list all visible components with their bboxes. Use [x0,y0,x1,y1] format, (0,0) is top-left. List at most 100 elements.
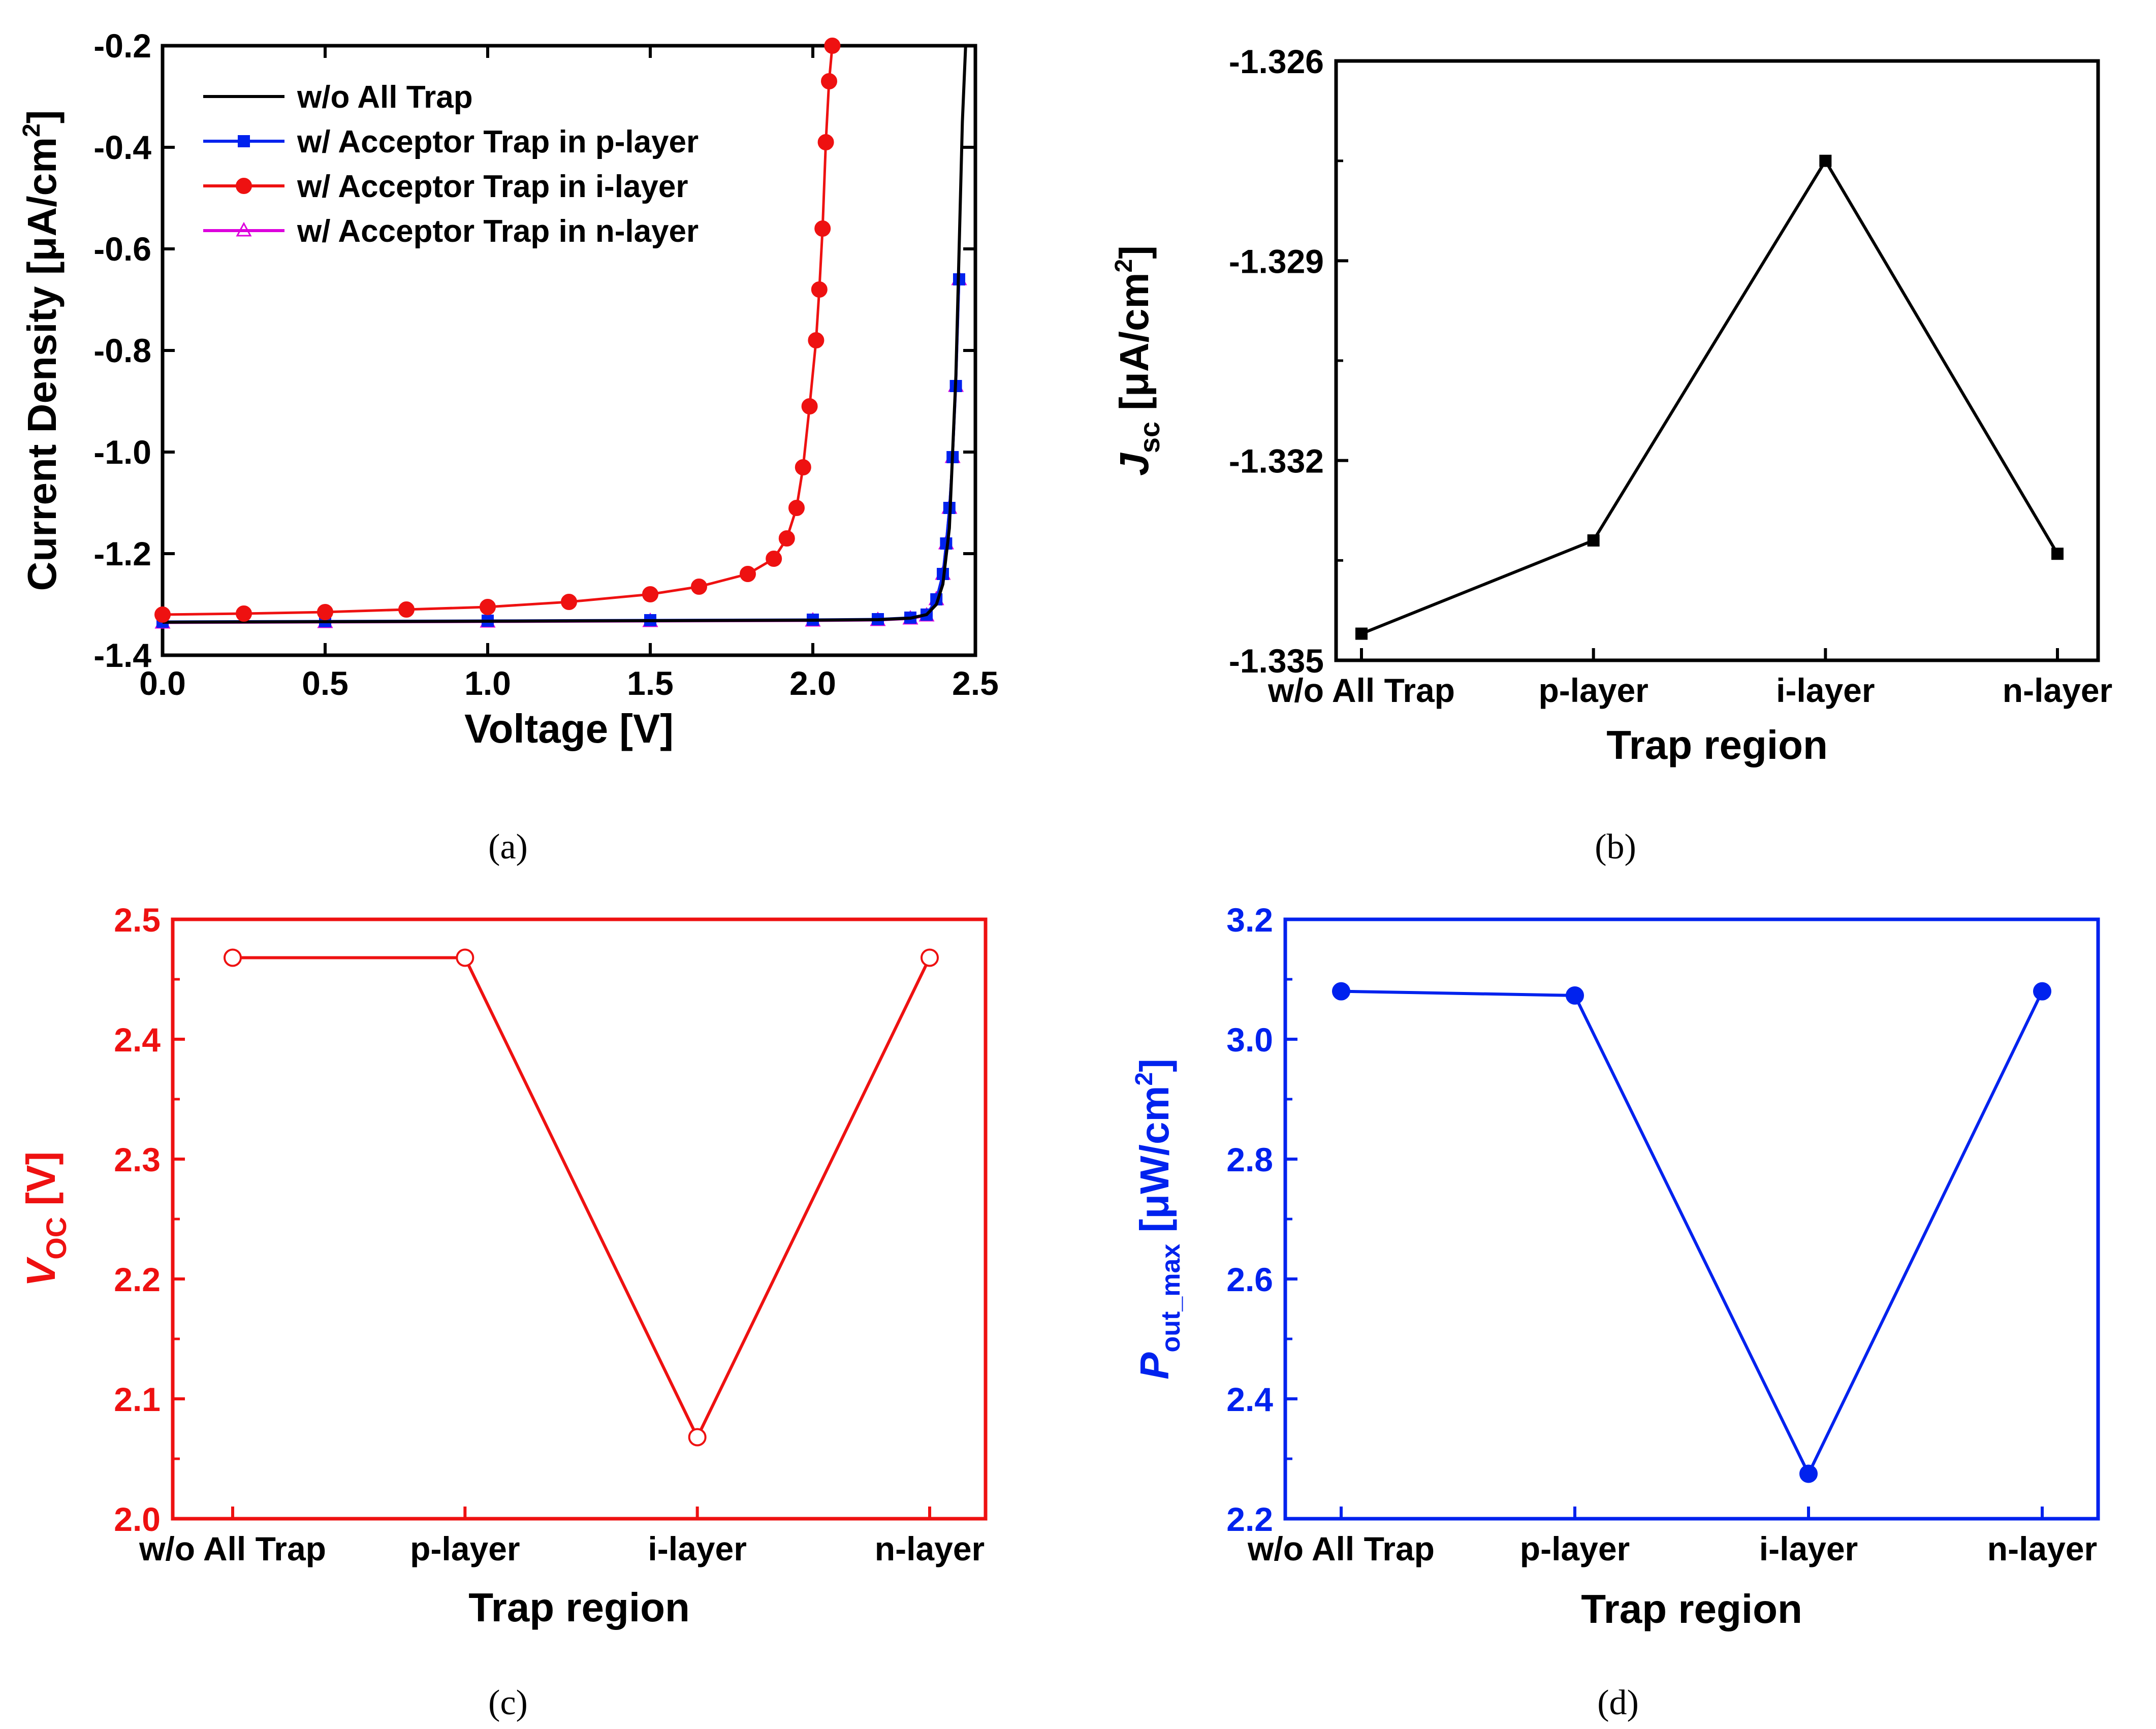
data-point [691,579,707,595]
series-line [233,956,931,1441]
x-tick-label: 0.5 [302,664,348,702]
y-tick-label: -1.329 [1229,242,1324,280]
legend-label: w/ Acceptor Trap in i-layer [297,169,688,204]
y-tick-labels: 2.5 2.4 2.3 2.2 2.1 2.0 [114,901,161,1538]
data-point [811,281,828,298]
y-tick-label: 2.1 [114,1381,161,1418]
y-tick-label: 3.2 [1226,901,1273,939]
data-point [398,601,415,618]
x-tick-label: i-layer [1776,671,1875,709]
panel-a-current-density-chart: 0.0 0.5 1.0 1.5 2.0 2.5 -0.2-0.4-0.6-0.8-1.0-… [18,27,999,867]
data-point [1332,982,1350,1001]
y-tick-label: 2.8 [1226,1141,1273,1178]
y-tick-label: -1.0 [93,433,151,471]
caption-a: (a) [488,827,528,867]
data-point [808,332,825,348]
x-tick-label: 2.0 [789,664,836,702]
x-tick-label: 1.5 [627,664,674,702]
data-point [317,604,333,620]
tick-marks [173,918,931,1520]
legend-marker [236,221,252,237]
data-series [154,38,967,629]
y-tick-label: 2.6 [1226,1261,1273,1298]
y-tick-label: 2.5 [114,901,161,939]
y-tick-label: -0.6 [93,230,151,268]
x-tick-label: p-layer [1520,1530,1630,1567]
data-point [778,530,795,547]
data-point [480,599,496,615]
y-tick-labels: -1.326 -1.329 -1.332 -1.335 [1229,43,1324,680]
data-point [1799,1464,1818,1483]
x-tick-label: 2.5 [952,664,999,702]
x-tick-label: n-layer [2003,671,2112,709]
series-line [162,279,961,624]
x-tick-label: 0.0 [139,664,186,702]
series-line [162,45,834,616]
x-axis-label: Trap region [1606,722,1828,767]
caption-d: (d) [1597,1683,1639,1722]
x-tick-labels: 0.0 0.5 1.0 1.5 2.0 2.5 [139,664,999,702]
data-point [795,459,811,475]
caption-b: (b) [1595,827,1636,867]
y-tick-label: 3.0 [1226,1021,1273,1059]
x-axis-label: Voltage [V] [464,706,674,751]
data-point [817,134,834,150]
y-tick-label: 2.4 [114,1021,161,1059]
x-axis-label: Trap region [468,1585,690,1630]
series-line [1341,989,2044,1478]
data-point [224,948,242,967]
data-point [824,38,841,54]
y-axis-label: Pout_max [μW/cm2] [1131,1059,1186,1380]
plot-frame [171,917,988,1521]
legend-marker [236,178,252,194]
y-tick-label: -1.332 [1229,442,1324,480]
data-point [561,594,577,610]
data-point [821,73,837,89]
data-series [1355,154,2064,640]
y-tick-labels: -0.2 -0.4 -0.6 -0.8 -1.0 -1.2 -1.4 [93,27,151,674]
data-point [788,500,805,516]
data-point [740,566,756,582]
y-tick-label: -0.2 [93,27,151,65]
x-tick-labels: w/o All Trap p-layer i-layer n-layer [139,1530,985,1567]
legend: w/o All Trap w/ Acceptor Trap in p-layer w… [203,80,699,249]
x-tick-labels: w/o All Trap p-layer i-layer n-layer [1247,1530,2097,1567]
data-point [2051,548,2064,560]
y-tick-label: 2.0 [114,1500,161,1538]
x-tick-label: i-layer [1759,1530,1858,1567]
data-point [921,948,939,967]
data-point [688,1428,707,1447]
data-point [1566,986,1584,1005]
data-point [1819,154,1832,167]
data-point [456,948,474,967]
data-point [1587,534,1600,547]
legend-label: w/o All Trap [297,80,473,115]
x-tick-label: n-layer [1987,1530,2097,1567]
x-axis-label: Trap region [1581,1586,1802,1631]
x-tick-label: 1.0 [464,664,511,702]
y-tick-label: -1.326 [1229,43,1324,80]
data-point [2033,982,2051,1001]
series-line [162,45,967,624]
tick-marks [161,44,977,657]
y-tick-label: 2.3 [114,1141,161,1178]
panel-b-jsc-chart: w/o All Trap p-layer i-layer n-layer -1.326… [1111,43,2112,867]
x-tick-label: n-layer [875,1530,985,1567]
plot-frame [1283,917,2100,1521]
plot-frame [1334,59,2100,662]
y-tick-labels: 3.2 3.0 2.8 2.6 2.4 2.2 [1226,901,1273,1538]
panel-d-pout-chart: w/o All Trap p-layer i-layer n-layer 3.2 3.0… [1131,901,2100,1722]
data-point [642,586,658,602]
x-tick-label: w/o All Trap [1247,1530,1435,1567]
data-point [766,551,782,567]
series-line [162,279,961,623]
series-line [1360,157,2059,635]
panel-c-voc-chart: w/o All Trap p-layer i-layer n-layer 2.5 2.4… [18,901,988,1722]
x-tick-label: w/o All Trap [1267,671,1455,709]
y-tick-label: -1.335 [1229,642,1324,680]
legend-label: w/ Acceptor Trap in p-layer [297,124,699,159]
legend-marker [238,135,250,147]
legend-label: w/ Acceptor Trap in n-layer [297,214,699,249]
data-point [814,220,831,237]
